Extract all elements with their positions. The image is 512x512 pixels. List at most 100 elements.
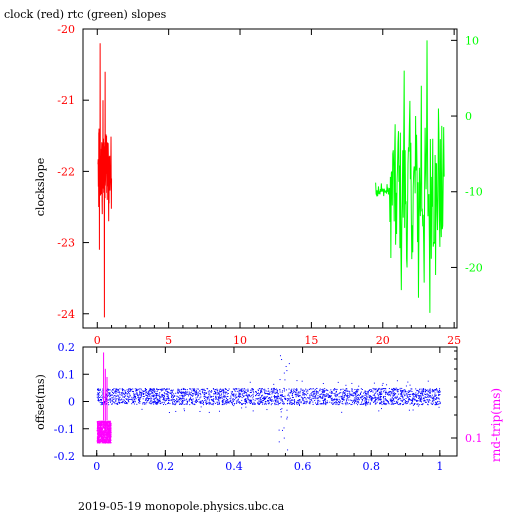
offset-point xyxy=(191,390,193,392)
offset-point xyxy=(218,401,220,403)
offset-point xyxy=(331,402,333,404)
offset-point xyxy=(352,401,354,403)
offset-point xyxy=(195,402,197,404)
offset-point xyxy=(174,404,176,406)
offset-point xyxy=(405,403,407,405)
offset-point xyxy=(393,398,395,400)
offset-point xyxy=(278,402,280,404)
offset-point xyxy=(222,391,224,393)
offset-point xyxy=(120,401,122,403)
offset-point xyxy=(308,402,310,404)
offset-point xyxy=(322,389,324,391)
offset-point xyxy=(393,400,395,402)
offset-point xyxy=(249,381,251,383)
offset-point xyxy=(374,396,376,398)
offset-point xyxy=(132,391,134,393)
offset-point xyxy=(397,391,399,393)
offset-point xyxy=(348,392,350,394)
offset-point xyxy=(382,388,384,390)
offset-point xyxy=(225,401,227,403)
offset-point xyxy=(270,388,272,390)
offset-point xyxy=(207,396,209,398)
offset-point xyxy=(327,402,329,404)
rndtrip-point xyxy=(101,433,103,435)
offset-point xyxy=(428,394,430,396)
offset-point xyxy=(252,403,254,405)
offset-point xyxy=(355,395,357,397)
offset-point xyxy=(372,387,374,389)
offset-point xyxy=(400,389,402,391)
offset-point xyxy=(148,402,150,404)
offset-point xyxy=(155,392,157,394)
offset-point xyxy=(316,392,318,394)
offset-point xyxy=(133,394,135,396)
offset-point xyxy=(292,402,294,404)
offset-point xyxy=(436,396,438,398)
offset-point xyxy=(149,388,151,390)
offset-point xyxy=(392,389,394,391)
offset-point xyxy=(186,394,188,396)
rndtrip-point xyxy=(108,425,110,428)
offset-point xyxy=(200,388,202,390)
offset-point xyxy=(315,394,317,396)
offset-point xyxy=(305,388,307,390)
offset-point xyxy=(429,392,431,394)
offset-point xyxy=(193,388,195,390)
offset-point xyxy=(277,389,279,391)
offset-point xyxy=(126,402,128,404)
offset-point xyxy=(346,402,348,404)
offset-point xyxy=(379,393,381,395)
offset-point xyxy=(178,397,180,399)
rndtrip-point xyxy=(103,423,105,425)
offset-point xyxy=(258,403,260,405)
offset-point xyxy=(225,389,227,391)
offset-point xyxy=(282,403,284,405)
offset-point xyxy=(217,399,219,401)
offset-point xyxy=(401,390,403,392)
offset-point xyxy=(163,388,165,390)
offset-point xyxy=(319,389,321,391)
offset-point xyxy=(232,388,234,390)
offset-point xyxy=(121,401,123,403)
offset-point xyxy=(223,398,225,400)
slopes-x-axis: 0 5 10 15 20 25 xyxy=(94,29,461,347)
offset-point xyxy=(238,391,240,393)
offset-point xyxy=(177,389,179,391)
offset-point xyxy=(376,398,378,400)
slopes-x-tick-label: 10 xyxy=(233,334,247,347)
offset-point xyxy=(424,400,426,402)
offset-point xyxy=(302,398,304,400)
offset-point xyxy=(429,395,431,397)
offset-point xyxy=(438,398,440,400)
offset-point xyxy=(209,402,211,404)
offset-point xyxy=(333,403,335,405)
offset-point xyxy=(153,389,155,391)
offset-point xyxy=(403,393,405,395)
offset-point xyxy=(436,388,438,390)
offset-point xyxy=(135,395,137,397)
offset-point xyxy=(357,390,359,392)
offset-point xyxy=(134,397,136,399)
offset-point xyxy=(224,388,226,390)
offset-point xyxy=(276,401,278,403)
offset-point xyxy=(378,394,380,396)
offset-point xyxy=(263,400,265,402)
offset-point xyxy=(191,402,193,404)
offset-point xyxy=(311,399,313,401)
offset-point xyxy=(129,389,131,391)
offset-point xyxy=(322,393,324,395)
offset-point xyxy=(259,388,261,390)
offset-point xyxy=(291,402,293,404)
slopes-y-axis-label: clockslope xyxy=(34,158,47,216)
offset-point xyxy=(186,392,188,394)
offset-point xyxy=(118,402,120,404)
offset-point xyxy=(98,397,100,399)
offset-point xyxy=(280,402,282,404)
offset-point xyxy=(376,390,378,392)
offset-point xyxy=(354,391,356,393)
offset-point xyxy=(101,402,103,404)
offset-point xyxy=(364,390,366,392)
offset-point xyxy=(299,392,301,394)
offset-point xyxy=(184,388,186,390)
offset-point xyxy=(196,393,198,395)
